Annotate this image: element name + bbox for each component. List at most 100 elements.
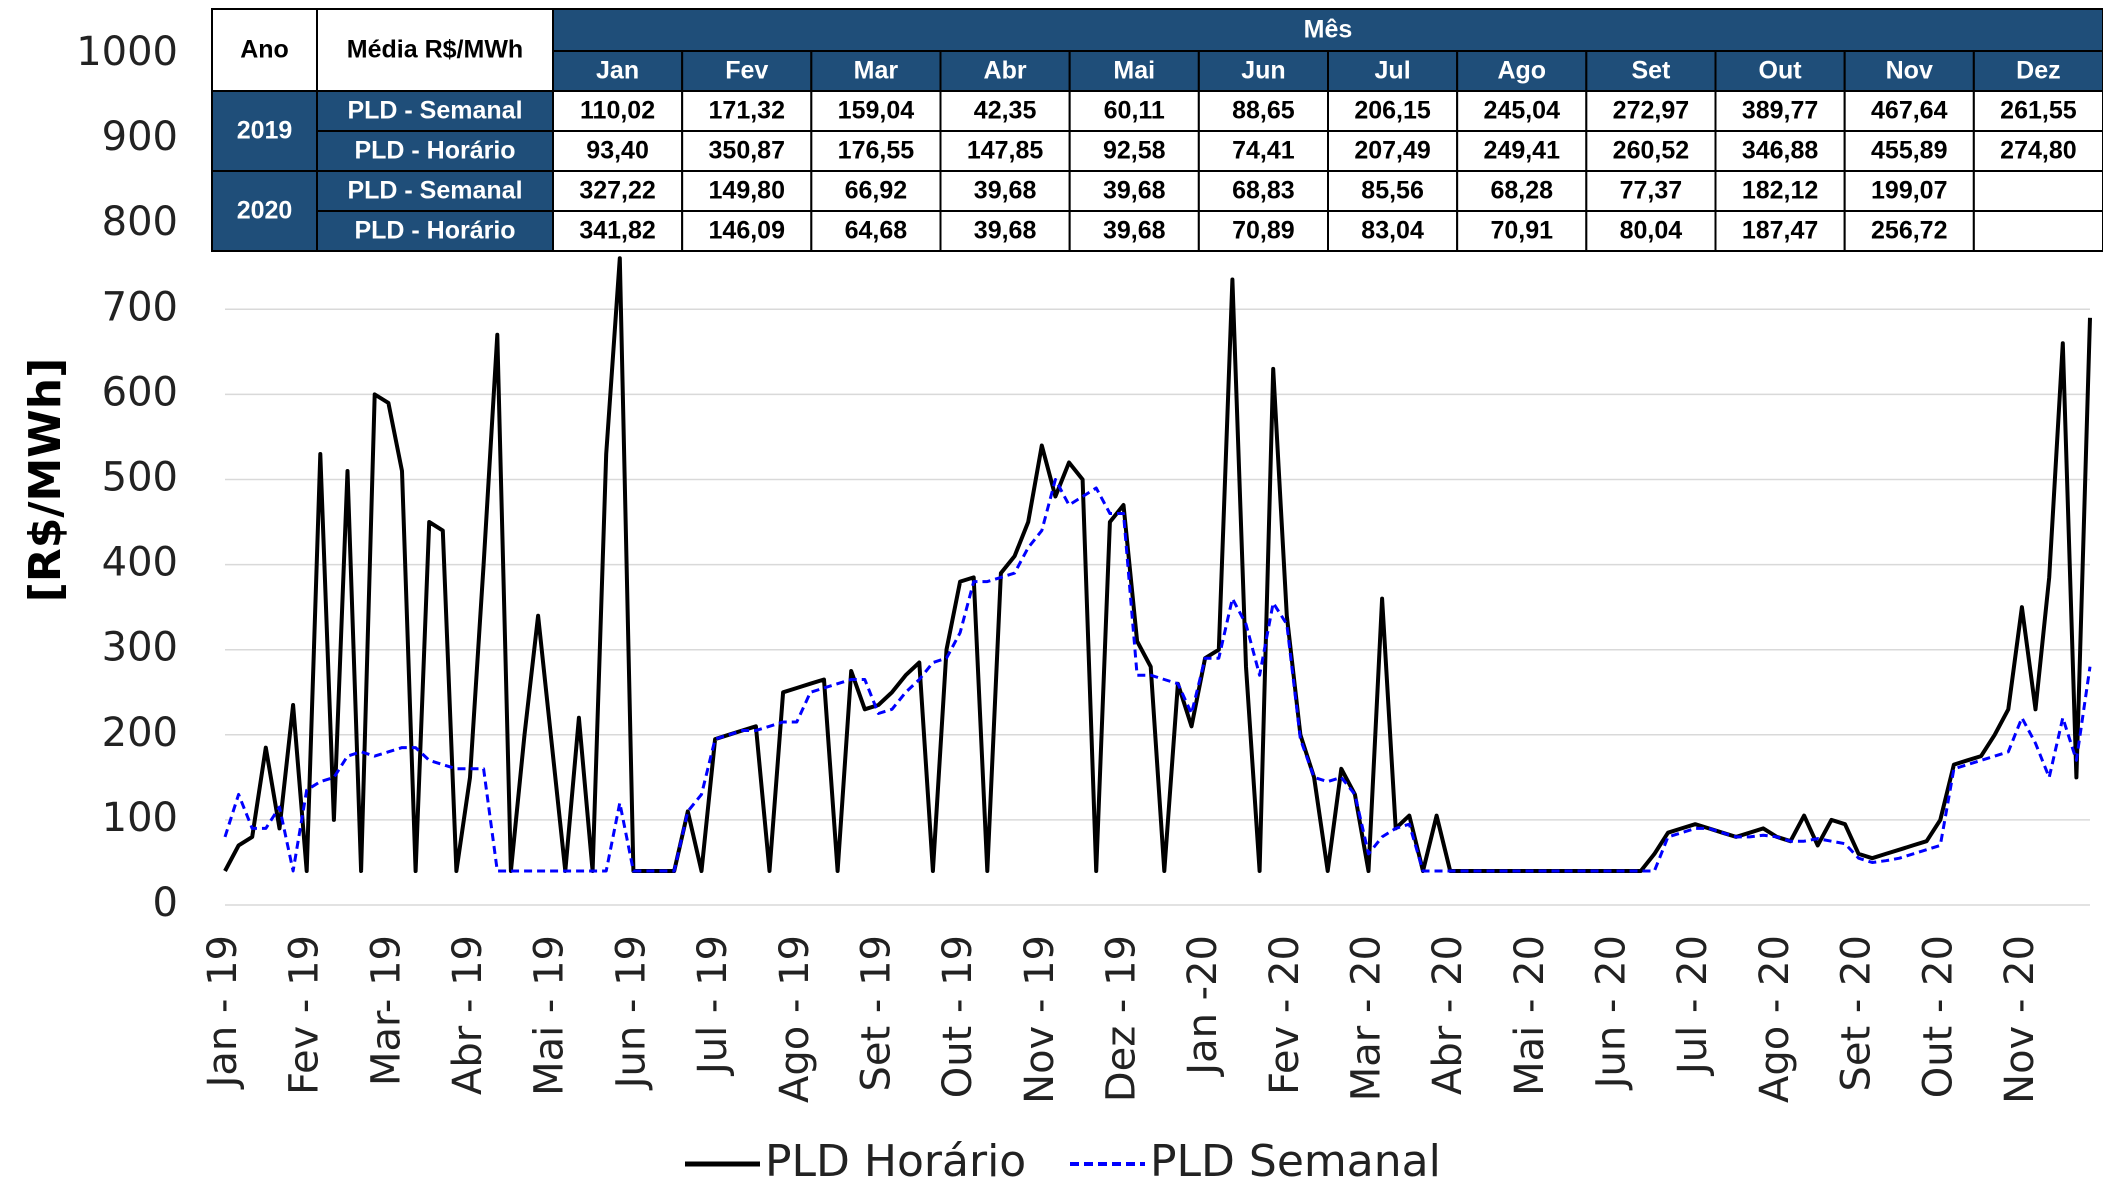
table-text: 272,97	[1613, 97, 1689, 125]
x-tick-label: Set - 20	[1834, 935, 1880, 1091]
x-tick-label: Jan -20	[1180, 935, 1226, 1078]
table-text: 85,56	[1361, 177, 1424, 205]
table-text: Set	[1631, 57, 1671, 85]
table-text: 83,04	[1361, 217, 1424, 245]
table-text: Mar	[854, 57, 899, 85]
table-cell	[552, 170, 684, 212]
table-text: 2019	[237, 117, 293, 145]
table-text: 147,85	[967, 137, 1044, 165]
table-text: 245,04	[1484, 97, 1561, 125]
table-text: 88,65	[1232, 97, 1295, 125]
summary-table: Ano Média R$/MWh Mês Jan Fev Mar Abr Mai Jun Jul A…	[211, 8, 2103, 252]
table-text: 171,32	[709, 97, 785, 125]
table-cell	[316, 210, 554, 252]
table-text: 80,04	[1620, 217, 1683, 245]
table-cell	[1843, 50, 1975, 92]
table-text: 93,40	[586, 137, 649, 165]
y-tick-label: 100	[102, 795, 178, 841]
table-text: Mês	[1304, 16, 1353, 44]
y-tick-label: 700	[102, 284, 178, 330]
x-tick-label: Out - 20	[1915, 935, 1961, 1098]
table-cell	[1843, 170, 1975, 212]
table-text: PLD - Semanal	[347, 177, 522, 205]
x-tick-label: Abr - 19	[445, 935, 491, 1095]
table-text: 77,37	[1620, 177, 1683, 205]
table-text: Nov	[1886, 57, 1933, 85]
table-cell	[211, 170, 318, 252]
table-text: 74,41	[1232, 137, 1295, 165]
table-cell	[1197, 50, 1330, 92]
x-tick-label: Mai - 19	[527, 935, 573, 1096]
table-text: 261,55	[2000, 97, 2077, 125]
table-text: Ano	[240, 36, 289, 64]
table-text: 64,68	[845, 217, 908, 245]
table-cell	[810, 130, 942, 172]
x-tick-label: Jun - 20	[1589, 935, 1635, 1091]
table-text: 467,64	[1871, 97, 1948, 125]
table-text: 207,49	[1354, 137, 1430, 165]
table-cell	[810, 210, 942, 252]
y-tick-label: 500	[102, 455, 178, 501]
table-cell	[681, 50, 813, 92]
table-text: 39,68	[974, 217, 1037, 245]
x-tick-label: Fev - 19	[282, 935, 328, 1095]
table-text: PLD - Horário	[354, 217, 515, 245]
table-text: 70,89	[1232, 217, 1295, 245]
table-text: 39,68	[1103, 217, 1166, 245]
x-tick-label: Dez - 19	[1098, 935, 1144, 1102]
legend-label: PLD Horário	[765, 1136, 1026, 1186]
table-text: Jan	[596, 57, 639, 85]
x-tick-label: Ago - 20	[1752, 935, 1798, 1103]
table-cell	[1068, 210, 1200, 252]
x-tick-label: Jul - 20	[1670, 935, 1716, 1077]
table-text: 455,89	[1871, 137, 1947, 165]
table-text: 199,07	[1871, 177, 1947, 205]
table-text: 256,72	[1871, 217, 1947, 245]
table-text: PLD - Semanal	[347, 97, 522, 125]
y-axis-label: [R$/MWh]	[20, 358, 71, 602]
table-text: 159,04	[838, 97, 915, 125]
table-cell	[552, 8, 2103, 52]
table-cell	[681, 210, 813, 252]
table-text: 39,68	[974, 177, 1037, 205]
table-text: Out	[1759, 57, 1803, 85]
table-cell	[1327, 90, 1459, 132]
table-cell	[939, 90, 1071, 132]
table-cell	[1456, 170, 1588, 212]
table-text: 389,77	[1742, 97, 1818, 125]
y-tick-label: 300	[102, 625, 178, 671]
table-text: 327,22	[579, 177, 655, 205]
table-text: 206,15	[1354, 97, 1431, 125]
table-text: Dez	[2016, 57, 2060, 85]
x-tick-label: Abr - 20	[1425, 935, 1471, 1095]
table-text: Mai	[1113, 57, 1155, 85]
x-tick-label: Fev - 20	[1262, 935, 1308, 1095]
table-text: 260,52	[1613, 137, 1689, 165]
table-text: 68,28	[1490, 177, 1553, 205]
table-text: 60,11	[1104, 97, 1165, 125]
table-cell	[1843, 210, 1975, 252]
table-cell	[1327, 170, 1459, 212]
y-tick-label: 900	[102, 114, 178, 160]
table-text: Jul	[1375, 57, 1411, 85]
series-line	[223, 478, 2092, 873]
table-cell	[1972, 170, 2103, 212]
table-text: 70,91	[1490, 217, 1553, 245]
table-cell	[810, 90, 942, 132]
table-text: 92,58	[1103, 137, 1166, 165]
table-text: 39,68	[1103, 177, 1166, 205]
table-cell	[939, 130, 1071, 172]
table-text: 341,82	[579, 217, 655, 245]
table-cell	[1456, 90, 1588, 132]
y-tick-label: 200	[102, 710, 178, 756]
table-cell	[1714, 50, 1846, 92]
y-tick-label: 800	[102, 199, 178, 245]
table-text: 350,87	[709, 137, 785, 165]
legend-label: PLD Semanal	[1150, 1136, 1441, 1186]
table-text: 42,35	[974, 97, 1037, 125]
table-cell	[939, 210, 1071, 252]
table-cell	[1972, 210, 2103, 252]
table-cell	[1068, 170, 1200, 212]
table-cell	[1456, 50, 1588, 92]
table-text: 146,09	[709, 217, 785, 245]
